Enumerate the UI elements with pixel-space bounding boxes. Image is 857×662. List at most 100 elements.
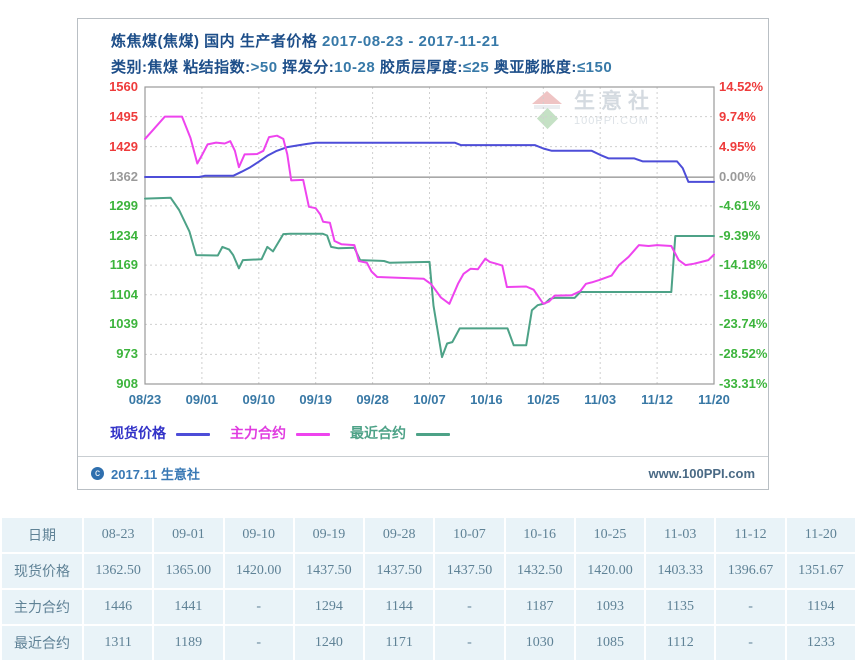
table-cell: 1396.67	[716, 554, 785, 588]
x-axis-tick: 11/20	[698, 392, 730, 407]
chart-subtitle-segment: 胶质层厚度:	[375, 59, 463, 76]
table-cell: -	[435, 626, 504, 660]
chart-subtitle-segment: 挥发分:	[277, 59, 335, 76]
chart-title-dates: 2017-08-23 - 2017-11-21	[322, 33, 500, 50]
table-cell: 1294	[294, 590, 364, 624]
y-axis-left-tick: 1495	[109, 108, 138, 124]
table-header-cell: 08-23	[84, 518, 153, 552]
table-header-date-label: 日期	[2, 518, 82, 552]
price-line-chart	[144, 86, 715, 385]
table-cell: 1365.00	[154, 554, 223, 588]
y-axis-right-tick: 4.95%	[719, 138, 756, 154]
y-axis-left-tick: 1104	[109, 286, 138, 302]
table-header-cell: 09-01	[154, 518, 223, 552]
series-line-现货价格	[144, 141, 715, 183]
y-axis-right-tick: -4.61%	[719, 197, 761, 213]
table-cell: 1030	[505, 626, 574, 660]
y-axis-left-tick: 1039	[109, 316, 138, 332]
y-axis-left-tick: 1234	[109, 227, 138, 243]
y-axis-right-tick: 9.74%	[719, 108, 756, 124]
table-cell: 1233	[786, 626, 855, 660]
y-axis-right-tick: -14.18%	[719, 257, 768, 273]
table-row: 最近合约 1311 1189-1240 1171-1030 1085 1112-1233	[2, 626, 855, 660]
table-cell: 1403.33	[646, 554, 715, 588]
x-axis-tick: 10/16	[470, 392, 503, 407]
table-cell: 1311	[84, 626, 153, 660]
x-axis-tick: 09/01	[185, 392, 219, 407]
site-link[interactable]: www.100PPI.com	[648, 465, 755, 481]
table-cell: 1093	[575, 590, 645, 624]
y-axis-right-tick: -28.52%	[719, 346, 768, 362]
table-header-cell: 09-10	[224, 518, 293, 552]
table-cell: 1446	[84, 590, 153, 624]
x-axis-tick: 11/03	[584, 392, 617, 407]
series-line-主力合约	[144, 115, 715, 305]
x-axis-tick: 10/25	[527, 392, 560, 407]
table-cell: 1171	[365, 626, 434, 660]
chart-footer: c 2017.11 生意社 www.100PPI.com	[78, 456, 768, 489]
y-axis-left-tick: 1362	[109, 169, 138, 185]
table-header-cell: 10-07	[435, 518, 504, 552]
legend-line-sample	[296, 432, 330, 436]
table-cell: 1144	[365, 590, 434, 624]
legend-label: 主力合约	[230, 425, 286, 441]
x-axis-tick: 09/19	[299, 392, 332, 407]
table-cell: 1420.00	[224, 554, 293, 588]
chart-legend: 现货价格 主力合约 最近合约	[110, 423, 470, 443]
y-axis-right-tick: -23.74%	[719, 316, 768, 332]
chart-title: 炼焦煤(焦煤) 国内 生产者价格 2017-08-23 - 2017-11-21	[111, 30, 499, 51]
table-header-cell: 10-25	[575, 518, 645, 552]
table-cell: 1240	[294, 626, 364, 660]
table-cell: -	[435, 590, 504, 624]
table-cell: 1135	[646, 590, 715, 624]
y-axis-left-tick: 973	[116, 346, 138, 362]
x-axis-tick: 09/10	[242, 392, 276, 407]
copyright-note: c 2017.11 生意社	[91, 464, 200, 483]
table-header-row: 日期 08-23 09-01 09-10 09-19 09-28 10-07 10-16 10-…	[2, 518, 855, 552]
table-cell: 1420.00	[575, 554, 645, 588]
chart-subtitle-segment: 奥亚膨胀度:	[489, 59, 577, 76]
table-cell: -	[716, 626, 785, 660]
y-axis-left-tick: 1299	[109, 197, 138, 213]
y-axis-left-tick: 1560	[109, 79, 138, 94]
table-header-cell: 09-28	[365, 518, 434, 552]
chart-title-main: 炼焦煤(焦煤) 国内 生产者价格	[111, 33, 318, 50]
price-table-grid: 日期 08-23 09-01 09-10 09-19 09-28 10-07 10-16 10-…	[0, 516, 857, 662]
chart-panel: 炼焦煤(焦煤) 国内 生产者价格 2017-08-23 - 2017-11-21…	[77, 18, 769, 490]
table-cell: 1351.67	[786, 554, 855, 588]
table-cell: 1085	[575, 626, 645, 660]
table-cell: 1194	[786, 590, 855, 624]
y-axis-right-tick: -33.31%	[719, 376, 768, 391]
legend-line-sample	[416, 432, 450, 436]
price-data-table: 日期 08-23 09-01 09-10 09-19 09-28 10-07 10-16 10-…	[0, 516, 857, 662]
table-header-cell: 10-16	[505, 518, 574, 552]
table-cell: 1362.50	[84, 554, 153, 588]
chart-subtitle-segment: ≤25	[462, 59, 490, 76]
y-axis-right-tick: 14.52%	[719, 79, 764, 94]
table-row-label: 主力合约	[2, 590, 82, 624]
table-cell: 1441	[154, 590, 223, 624]
chart-subtitle-segment: 类别:焦煤 粘结指数:	[111, 59, 251, 76]
x-axis-tick: 10/07	[413, 392, 446, 407]
chart-subtitle-segment: >50	[250, 59, 278, 76]
legend-label: 最近合约	[350, 425, 406, 441]
table-cell: 1437.50	[365, 554, 434, 588]
copyright-icon: c	[91, 466, 104, 480]
table-row: 现货价格 1362.50 1365.00 1420.00 1437.50 1437.50 1…	[2, 554, 855, 588]
table-cell: 1432.50	[505, 554, 574, 588]
chart-subtitle: 类别:焦煤 粘结指数:>50 挥发分:10-28 胶质层厚度:≤25 奥亚膨胀度…	[111, 56, 612, 77]
y-axis-left-tick: 1169	[109, 257, 138, 273]
y-axis-right-tick: -9.39%	[719, 227, 761, 243]
table-cell: -	[224, 590, 293, 624]
x-axis-tick: 08/23	[128, 392, 162, 407]
table-row: 主力合约 1446 1441-1294 1144-1187 1093 1135-1194	[2, 590, 855, 624]
table-row-label: 最近合约	[2, 626, 82, 660]
table-cell: 1187	[505, 590, 574, 624]
y-axis-left-tick: 1429	[109, 138, 138, 154]
x-axis-tick: 09/28	[356, 392, 389, 407]
table-cell: 1437.50	[435, 554, 504, 588]
table-row-label: 现货价格	[2, 554, 82, 588]
y-axis-left-tick: 908	[116, 376, 138, 391]
table-header-cell: 09-19	[294, 518, 364, 552]
chart-subtitle-segment: ≤150	[576, 59, 613, 76]
